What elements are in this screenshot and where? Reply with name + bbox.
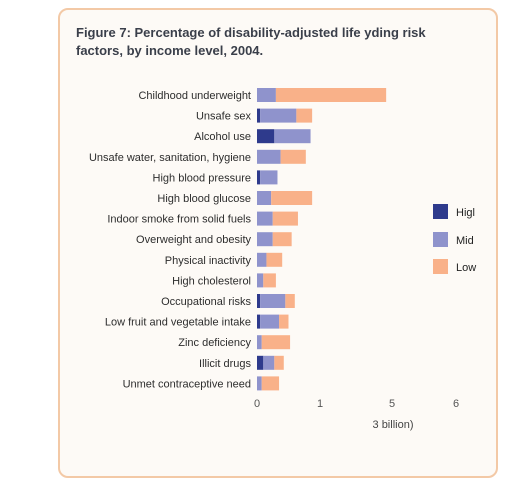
bar-low [279, 314, 289, 329]
bar-middle [263, 355, 275, 370]
category-label: Illicit drugs [199, 358, 251, 370]
bar-low [266, 252, 283, 267]
bar-high [257, 129, 275, 144]
category-label: Low fruit and vegetable intake [105, 317, 251, 329]
bar-high [257, 294, 261, 308]
legend-label: Mid [456, 235, 474, 247]
bar-low [272, 232, 292, 247]
bar-middle [260, 108, 297, 123]
chart: Childhood underweight Unsafe sex Alcohol u… [89, 88, 476, 431]
x-tick-label: 0 [254, 398, 260, 410]
category-label: High blood pressure [153, 172, 251, 184]
category-label: Physical inactivity [165, 255, 252, 267]
bar-middle [257, 149, 281, 164]
bar-middle [257, 232, 273, 247]
bar-middle [257, 335, 262, 350]
bar-high [257, 314, 261, 329]
bar-middle [257, 376, 262, 391]
bar-low [272, 211, 298, 226]
bar-high [257, 170, 261, 185]
category-label: Alcohol use [194, 131, 251, 143]
bar-middle [257, 252, 267, 267]
bar-low [263, 273, 276, 288]
bar-low [280, 149, 306, 164]
bar-middle [260, 294, 286, 308]
bar-low [274, 355, 284, 370]
bar-low [285, 294, 295, 308]
bar-middle [257, 191, 272, 205]
bar-high [257, 355, 264, 370]
x-tick-label: 6 [453, 398, 459, 410]
figure-title: Figure 7: Percentage of disability-adjus… [76, 25, 426, 58]
bar-high [257, 108, 261, 123]
category-label: Unsafe water, sanitation, hygiene [89, 152, 251, 164]
bar-middle [257, 273, 264, 288]
category-label: Childhood underweight [138, 90, 251, 102]
x-tick-label: 5 [389, 398, 395, 410]
bar-low [275, 88, 387, 102]
x-axis-label: 3 billion) [373, 419, 414, 431]
bar-middle [260, 314, 280, 329]
bar-middle [257, 88, 276, 102]
category-label: High blood glucose [157, 193, 251, 205]
legend-swatch-low [433, 259, 448, 274]
category-label: Indoor smoke from solid fuels [107, 214, 251, 226]
bar-low [261, 335, 291, 350]
category-label: Unsafe sex [196, 111, 252, 123]
category-label: Occupational risks [161, 296, 251, 308]
legend-swatch-high [433, 204, 448, 219]
legend-label: Low [456, 262, 476, 274]
category-label: Unmet contraceptive need [123, 378, 251, 390]
x-tick-label: 1 [317, 398, 323, 410]
bar-middle [274, 129, 311, 144]
bar-low [261, 376, 280, 391]
legend-label: Higl [456, 207, 475, 219]
bar-low [271, 191, 313, 205]
category-label: Zinc deficiency [178, 337, 251, 349]
legend-swatch-middle [433, 232, 448, 247]
category-label: Overweight and obesity [136, 234, 251, 246]
bar-low [296, 108, 313, 123]
bar-middle [260, 170, 278, 185]
category-label: High cholesterol [172, 275, 251, 287]
bar-middle [257, 211, 273, 226]
